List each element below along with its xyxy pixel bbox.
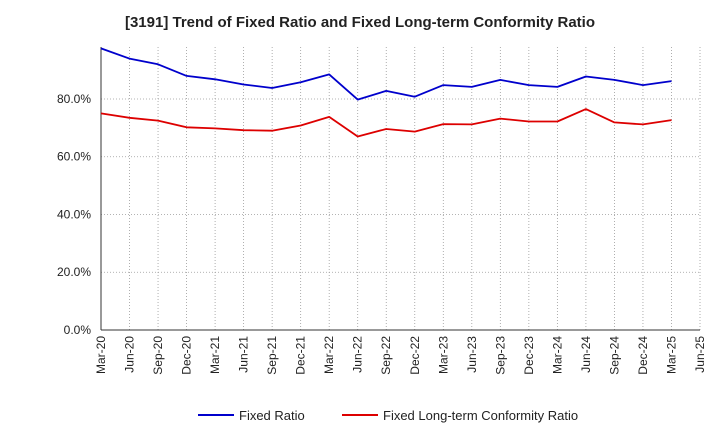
y-axis-ticks: 0.0% 20.0% 40.0% 60.0% 80.0% — [57, 92, 91, 337]
x-tick-label: Sep-24 — [607, 336, 621, 375]
x-tick-label: Jun-25 — [693, 336, 707, 373]
x-tick-label: Mar-23 — [436, 336, 450, 374]
x-tick-label: Dec-20 — [180, 336, 194, 375]
x-tick-label: Dec-22 — [408, 336, 422, 375]
x-tick-label: Jun-22 — [351, 336, 365, 373]
grid-lines — [100, 47, 701, 331]
x-tick-label: Jun-23 — [465, 336, 479, 373]
x-tick-label: Sep-23 — [493, 336, 507, 375]
x-tick-label: Sep-22 — [379, 336, 393, 375]
x-axis-ticks: Mar-20 Jun-20 Sep-20 Dec-20 Mar-21 Jun-21 Sep-… — [94, 336, 707, 375]
y-tick-label: 0.0% — [64, 323, 92, 337]
y-tick-label: 20.0% — [57, 265, 91, 279]
legend-label: Fixed Ratio — [239, 408, 305, 423]
x-tick-label: Jun-20 — [123, 336, 137, 373]
x-tick-label: Mar-21 — [208, 336, 222, 374]
x-tick-label: Dec-23 — [522, 336, 536, 375]
x-tick-label: Jun-21 — [237, 336, 251, 373]
y-tick-label: 40.0% — [57, 207, 91, 221]
series-lines — [100, 47, 672, 138]
legend-label: Fixed Long-term Conformity Ratio — [383, 408, 578, 423]
y-tick-label: 60.0% — [57, 150, 91, 164]
series-line — [100, 108, 672, 138]
x-tick-label: Dec-24 — [636, 336, 650, 375]
plot-axes — [100, 47, 700, 331]
chart-title: [3191] Trend of Fixed Ratio and Fixed Lo… — [124, 14, 596, 31]
x-tick-label: Dec-21 — [294, 336, 308, 375]
x-tick-label: Mar-25 — [664, 336, 678, 374]
x-tick-label: Sep-20 — [151, 336, 165, 375]
x-tick-label: Mar-22 — [322, 336, 336, 374]
x-tick-label: Mar-20 — [94, 336, 108, 374]
y-tick-label: 80.0% — [57, 92, 91, 106]
series-line — [100, 47, 672, 101]
x-tick-label: Mar-24 — [550, 336, 564, 374]
legend: Fixed Ratio Fixed Long-term Conformity Ra… — [198, 408, 578, 423]
x-tick-label: Jun-24 — [579, 336, 593, 373]
x-tick-label: Sep-21 — [265, 336, 279, 375]
